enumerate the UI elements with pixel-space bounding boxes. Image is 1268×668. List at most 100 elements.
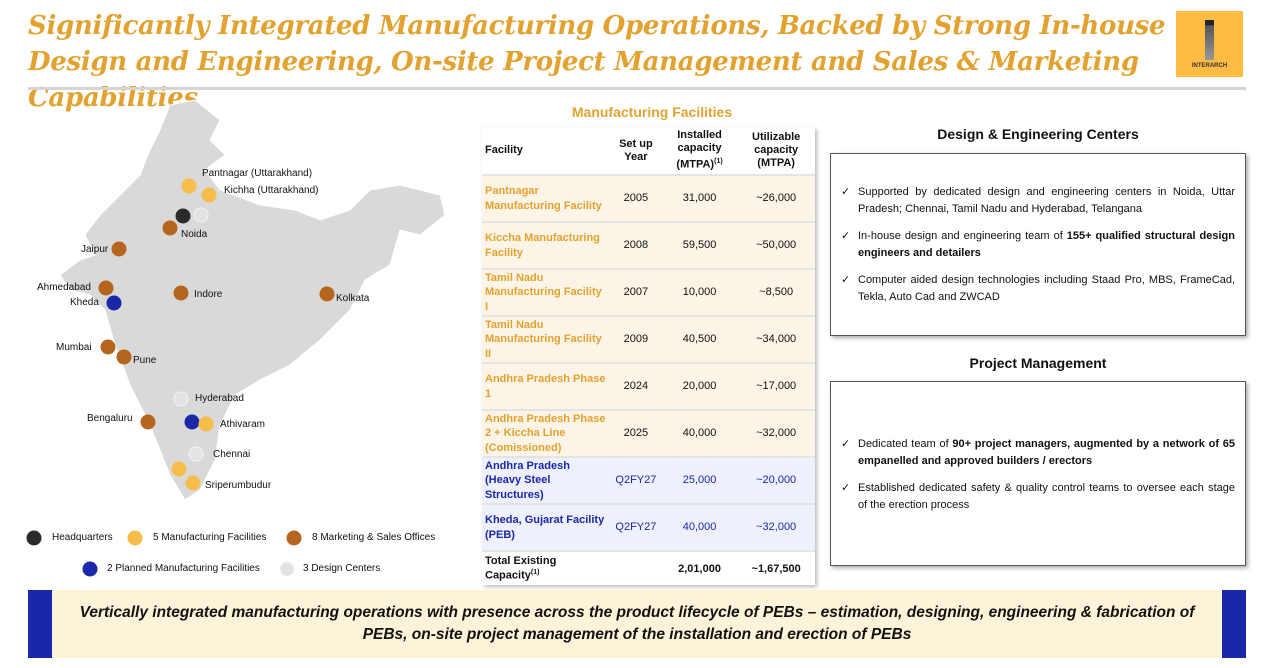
india-map — [59, 99, 446, 501]
label-jaipur: Jaipur — [81, 244, 109, 255]
cell-installed: 10,000 — [661, 269, 738, 317]
label-bengaluru: Bengaluru — [87, 413, 133, 424]
facilities-table: Facility Set up Year Installed capacity … — [482, 127, 815, 585]
label-sriperumbudur: Sriperumbudur — [205, 480, 272, 491]
design-title: Design & Engineering Centers — [937, 126, 1139, 142]
cell-facility: Tamil Nadu Manufacturing Facility II — [482, 316, 610, 364]
marker-athivaram-planned — [184, 414, 200, 430]
cell-facility: Andhra Pradesh Phase 1 — [482, 363, 610, 411]
label-athivaram: Athivaram — [220, 419, 266, 430]
legend-mfg-icon — [127, 530, 143, 546]
cell-facility: Andhra Pradesh Phase 2 + Kiccha Line (Co… — [482, 410, 610, 458]
header-installed: Installed capacity (MTPA)(1) — [661, 127, 738, 176]
label-kichha: Kichha (Uttarakhand) — [224, 185, 319, 196]
cell-year: 2005 — [610, 175, 662, 223]
marker-pune — [116, 349, 132, 365]
label-noida: Noida — [181, 229, 208, 240]
summary-banner: Vertically integrated manufacturing oper… — [28, 590, 1246, 658]
total-row: Total Existing Capacity(1) 2,01,000 ~1,67,… — [482, 551, 815, 585]
table-title: Manufacturing Facilities — [571, 104, 733, 120]
cell-year: 2008 — [610, 222, 662, 270]
table-row: Pantnagar Manufacturing Facility 2005 31,0… — [482, 175, 815, 223]
marker-athivaram — [198, 416, 214, 432]
table-row: Tamil Nadu Manufacturing Facility I 2007 1… — [482, 269, 815, 317]
total-label: Total Existing Capacity(1) — [482, 551, 610, 585]
cell-facility: Pantnagar Manufacturing Facility — [482, 175, 610, 223]
table-row: Andhra Pradesh Phase 1 2024 20,000 ~17,000 — [482, 363, 815, 411]
cell-utilizable: ~32,000 — [737, 410, 815, 458]
marker-jaipur — [111, 241, 127, 257]
legend-hq: Headquarters — [52, 532, 113, 543]
marker-ahmedabad — [98, 280, 114, 296]
project-box: ✓ Dedicated team of 90+ project managers,… — [830, 381, 1246, 566]
cell-installed: 25,000 — [661, 457, 738, 505]
cell-utilizable: ~32,000 — [737, 504, 815, 552]
cell-utilizable: ~8,500 — [737, 269, 815, 317]
banner-text: Vertically integrated manufacturing oper… — [79, 604, 1195, 643]
cell-installed: 40,000 — [661, 504, 738, 552]
bullet-item: ✓ In-house design and engineering team of… — [841, 230, 1235, 259]
marker-pantnagar — [181, 178, 197, 194]
cell-installed: 59,500 — [661, 222, 738, 270]
cell-utilizable: ~34,000 — [737, 316, 815, 364]
cell-utilizable: ~20,000 — [737, 457, 815, 505]
cell-facility: Kheda, Gujarat Facility (PEB) — [482, 504, 610, 552]
cell-utilizable: ~26,000 — [737, 175, 815, 223]
table-row: Andhra Pradesh (Heavy Steel Structures) Q… — [482, 457, 815, 505]
company-logo: INTERARCH — [1176, 11, 1243, 77]
cell-year: Q2FY27 — [610, 457, 662, 505]
marker-bengaluru — [140, 414, 156, 430]
marker-sriperumbudur-1 — [171, 461, 187, 477]
checkmark-icon: ✓ — [841, 186, 851, 198]
legend-planned-icon — [82, 561, 98, 577]
cell-facility: Andhra Pradesh (Heavy Steel Structures) — [482, 457, 610, 505]
table-row: Kiccha Manufacturing Facility 2008 59,500 ~… — [482, 222, 815, 270]
label-pantnagar: Pantnagar (Uttarakhand) — [202, 168, 313, 179]
legend-sales: 8 Marketing & Sales Offices — [312, 532, 436, 543]
label-hyderabad: Hyderabad — [195, 393, 244, 404]
marker-indore — [173, 285, 189, 301]
label-ahmedabad: Ahmedabad — [37, 282, 91, 293]
title-divider — [28, 87, 1246, 90]
bullet-item: ✓ Computer aided design technologies incl… — [841, 274, 1235, 303]
total-installed: 2,01,000 — [661, 551, 738, 585]
cell-installed: 40,500 — [661, 316, 738, 364]
project-title: Project Management — [969, 355, 1107, 371]
cell-year: 2024 — [610, 363, 662, 411]
label-kolkata: Kolkata — [336, 293, 370, 304]
marker-noida-design — [193, 207, 209, 223]
total-utilizable: ~1,67,500 — [737, 551, 815, 585]
checkmark-icon: ✓ — [841, 482, 851, 494]
design-box: ✓ Supported by dedicated design and engin… — [830, 153, 1246, 336]
marker-kheda — [106, 295, 122, 311]
label-kheda: Kheda — [70, 297, 99, 308]
cell-utilizable: ~17,000 — [737, 363, 815, 411]
table-row: Tamil Nadu Manufacturing Facility II 2009… — [482, 316, 815, 364]
marker-noida-sales — [162, 220, 178, 236]
table-row: Andhra Pradesh Phase 2 + Kiccha Line (Co… — [482, 410, 815, 458]
cell-year: Q2FY27 — [610, 504, 662, 552]
marker-hyderabad — [173, 391, 189, 407]
cell-facility: Kiccha Manufacturing Facility — [482, 222, 610, 270]
label-chennai: Chennai — [213, 449, 251, 460]
marker-mumbai — [100, 339, 116, 355]
marker-kichha — [201, 187, 217, 203]
cell-facility: Tamil Nadu Manufacturing Facility I — [482, 269, 610, 317]
marker-kolkata — [319, 286, 335, 302]
label-pune: Pune — [133, 355, 157, 366]
checkmark-icon: ✓ — [841, 274, 851, 286]
cell-installed: 40,000 — [661, 410, 738, 458]
cell-installed: 20,000 — [661, 363, 738, 411]
legend-design: 3 Design Centers — [303, 563, 381, 574]
bullet-item: ✓ Established dedicated safety & quality … — [841, 482, 1235, 511]
cell-year: 2009 — [610, 316, 662, 364]
cell-year: 2007 — [610, 269, 662, 317]
marker-headquarters — [175, 208, 191, 224]
cell-year: 2025 — [610, 410, 662, 458]
cell-utilizable: ~50,000 — [737, 222, 815, 270]
legend-design-icon — [279, 561, 295, 577]
legend-mfg: 5 Manufacturing Facilities — [153, 532, 267, 543]
marker-sriperumbudur-2 — [185, 475, 201, 491]
marker-chennai — [188, 446, 204, 462]
label-indore: Indore — [194, 289, 223, 300]
